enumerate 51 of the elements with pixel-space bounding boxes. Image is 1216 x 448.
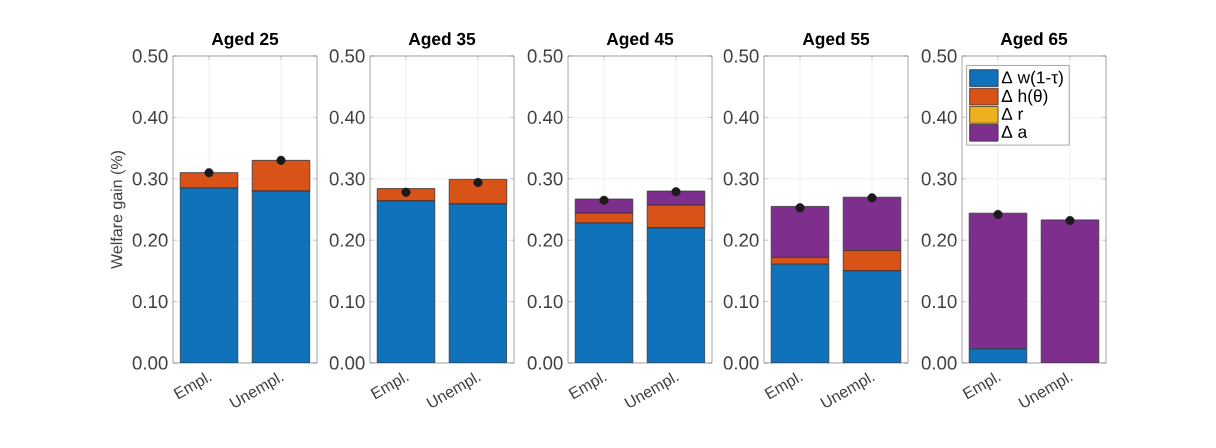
y-tick-label: 0.20 — [723, 233, 759, 247]
y-tick-label: 0.40 — [527, 110, 563, 124]
y-tick-label: 0.50 — [132, 49, 168, 63]
y-tick-label: 0.20 — [132, 233, 168, 247]
y-tick-label: 0.50 — [329, 49, 365, 63]
y-tick-label: 0.30 — [329, 172, 365, 186]
y-tick-label: 0.00 — [329, 356, 365, 370]
y-tick-label: 0.50 — [723, 49, 759, 63]
bar — [842, 270, 902, 363]
legend-label: Δ a — [1001, 125, 1028, 138]
x-tick-label: Empl. — [370, 372, 409, 400]
legend-label: Δ w(1-τ) — [1001, 70, 1063, 87]
bar — [376, 200, 436, 363]
bar — [968, 212, 1028, 350]
y-tick-label: 0.20 — [329, 233, 365, 247]
legend-label: Δ r — [1001, 107, 1024, 120]
y-tick-label: 0.40 — [329, 110, 365, 124]
y-tick-label: 0.10 — [527, 294, 563, 309]
y-tick-label: 0.10 — [132, 294, 168, 309]
y-tick-label: 0.30 — [921, 172, 957, 186]
x-tick-label: Empl. — [962, 372, 1001, 400]
y-tick-label: 0.00 — [723, 356, 759, 370]
y-tick-label: 0.50 — [527, 49, 563, 63]
y-tick-label: 0.40 — [132, 110, 168, 124]
y-tick-label: 0.30 — [527, 172, 563, 186]
y-tick-label: 0.10 — [723, 294, 759, 309]
y-tick-label: 0.40 — [723, 110, 759, 124]
y-tick-label: 0.00 — [132, 356, 168, 370]
y-tick-label: 0.30 — [723, 172, 759, 186]
chart-title: Aged 35 — [408, 32, 476, 49]
y-tick-label: 0.20 — [921, 233, 957, 247]
x-tick-label: Empl. — [568, 372, 607, 400]
y-tick-label: 0.00 — [921, 356, 957, 370]
y-tick-label: 0.50 — [921, 49, 957, 63]
y-tick-label: 0.20 — [527, 233, 563, 247]
y-tick-label: 0.10 — [921, 294, 957, 309]
legend-label: Δ h(θ) — [1001, 89, 1048, 106]
chart-title: Aged 65 — [1000, 32, 1068, 49]
chart-title: Aged 45 — [606, 32, 674, 49]
y-tick-label: 0.40 — [921, 110, 957, 124]
y-axis-title: Welfare gain (%) — [110, 151, 126, 269]
x-tick-label: Empl. — [173, 372, 212, 400]
bar — [448, 203, 508, 363]
bar — [770, 263, 830, 363]
y-tick-label: 0.00 — [527, 356, 563, 370]
x-tick-label: Empl. — [764, 372, 803, 400]
chart-title: Aged 55 — [802, 32, 870, 49]
y-tick-label: 0.30 — [132, 172, 168, 186]
bar — [1040, 219, 1100, 363]
chart-title: Aged 25 — [211, 32, 279, 49]
y-tick-label: 0.10 — [329, 294, 365, 309]
